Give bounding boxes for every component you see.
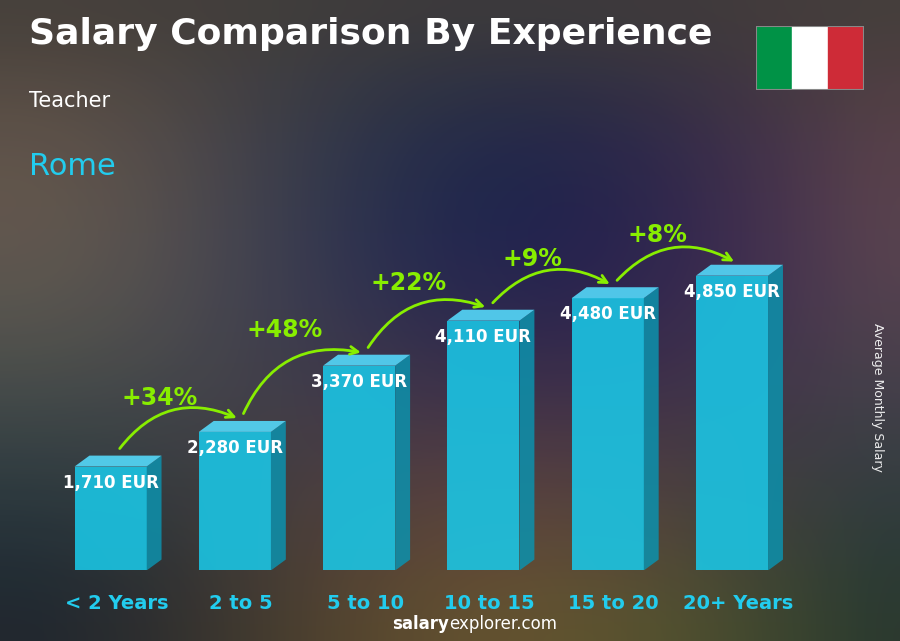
Text: < 2 Years: < 2 Years [65, 594, 168, 613]
Text: explorer.com: explorer.com [449, 615, 557, 633]
Text: +22%: +22% [371, 271, 446, 295]
Text: 5 to 10: 5 to 10 [327, 594, 403, 613]
Text: 1,710 EUR: 1,710 EUR [63, 474, 158, 492]
Polygon shape [644, 287, 659, 570]
Text: Teacher: Teacher [29, 91, 110, 111]
Polygon shape [395, 354, 410, 570]
Polygon shape [147, 456, 161, 570]
Text: 2 to 5: 2 to 5 [209, 594, 273, 613]
Bar [828, 26, 864, 90]
Text: +8%: +8% [627, 222, 687, 247]
Text: +48%: +48% [247, 318, 322, 342]
Text: 4,110 EUR: 4,110 EUR [436, 328, 531, 346]
Text: Rome: Rome [29, 153, 115, 181]
Polygon shape [696, 276, 768, 570]
Polygon shape [199, 421, 286, 432]
Polygon shape [199, 432, 271, 570]
Polygon shape [572, 287, 659, 298]
Text: 3,370 EUR: 3,370 EUR [311, 373, 407, 391]
Polygon shape [271, 421, 286, 570]
Polygon shape [768, 265, 783, 570]
Text: +34%: +34% [122, 386, 198, 410]
Text: Average Monthly Salary: Average Monthly Salary [871, 323, 884, 472]
Polygon shape [447, 320, 519, 570]
Polygon shape [75, 467, 147, 570]
Text: 10 to 15: 10 to 15 [444, 594, 535, 613]
Text: 20+ Years: 20+ Years [683, 594, 793, 613]
Text: 4,850 EUR: 4,850 EUR [684, 283, 780, 301]
Polygon shape [519, 310, 535, 570]
Text: +9%: +9% [503, 247, 562, 271]
Polygon shape [447, 310, 535, 320]
Polygon shape [572, 298, 644, 570]
Polygon shape [75, 456, 161, 467]
Polygon shape [323, 354, 410, 365]
Bar [756, 26, 792, 90]
Polygon shape [323, 365, 395, 570]
Text: Salary Comparison By Experience: Salary Comparison By Experience [29, 17, 712, 51]
Bar [792, 26, 828, 90]
Text: 2,280 EUR: 2,280 EUR [187, 439, 283, 457]
Text: salary: salary [392, 615, 449, 633]
Text: 15 to 20: 15 to 20 [569, 594, 659, 613]
Polygon shape [696, 265, 783, 276]
Text: 4,480 EUR: 4,480 EUR [560, 306, 656, 324]
